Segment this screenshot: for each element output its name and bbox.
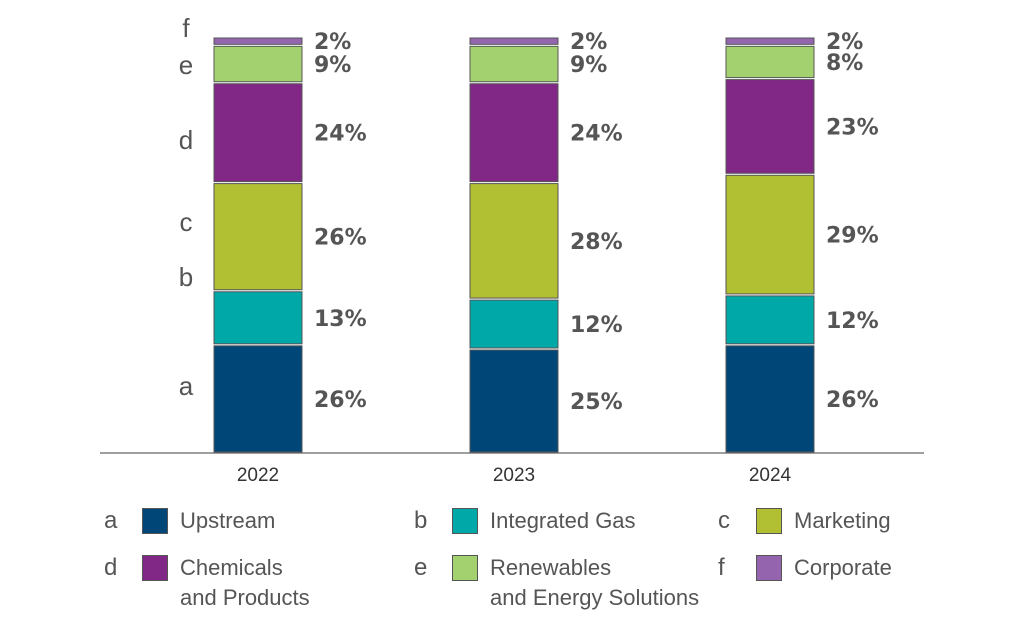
bar-segment bbox=[213, 83, 303, 183]
bar-segment bbox=[469, 83, 559, 183]
value-label: 12% bbox=[570, 313, 623, 338]
value-label: 13% bbox=[314, 307, 367, 332]
value-label: 2% bbox=[826, 30, 863, 55]
bar-segment bbox=[725, 295, 815, 345]
bars bbox=[213, 37, 815, 453]
value-label: 8% bbox=[826, 51, 863, 76]
value-labels: 26%13%26%24%9%2%25%12%28%24%9%2%26%12%29… bbox=[314, 30, 879, 415]
x-tick-labels: 2022 2023 2024 bbox=[237, 465, 792, 486]
bar-segment bbox=[725, 37, 815, 45]
bar-segment bbox=[213, 345, 303, 453]
bar-segment bbox=[725, 345, 815, 453]
bar-segment bbox=[725, 79, 815, 174]
x-tick-label: 2023 bbox=[493, 465, 535, 486]
x-tick-label: 2022 bbox=[237, 465, 279, 486]
value-label: 24% bbox=[570, 122, 623, 147]
bar-segment bbox=[213, 183, 303, 291]
bar-segment bbox=[469, 299, 559, 349]
bar-segment bbox=[469, 183, 559, 299]
segment-letter: e bbox=[179, 50, 193, 80]
value-label: 26% bbox=[314, 226, 367, 251]
value-label: 2% bbox=[570, 30, 607, 55]
segment-letter: c bbox=[180, 207, 193, 237]
value-label: 2% bbox=[314, 30, 351, 55]
value-label: 12% bbox=[826, 309, 879, 334]
x-tick-label: 2024 bbox=[749, 465, 792, 486]
value-label: 9% bbox=[570, 53, 607, 78]
bar-segment bbox=[213, 45, 303, 83]
value-label: 25% bbox=[570, 390, 623, 415]
segment-letters: a bc d ef bbox=[179, 13, 194, 401]
bar-segment bbox=[469, 45, 559, 83]
segment-letter: b bbox=[179, 262, 193, 292]
value-label: 26% bbox=[826, 388, 879, 413]
bar-segment bbox=[213, 37, 303, 45]
value-label: 23% bbox=[826, 115, 879, 140]
value-label: 28% bbox=[570, 230, 623, 255]
bar-segment bbox=[725, 174, 815, 295]
bar-segment bbox=[469, 349, 559, 453]
value-label: 24% bbox=[314, 122, 367, 147]
value-label: 26% bbox=[314, 388, 367, 413]
value-label: 29% bbox=[826, 224, 879, 249]
bar-segment bbox=[725, 45, 815, 79]
value-label: 9% bbox=[314, 53, 351, 78]
bar-segment bbox=[213, 291, 303, 345]
segment-letter: f bbox=[182, 13, 190, 43]
segment-letter: d bbox=[179, 125, 193, 155]
segment-letter: a bbox=[179, 371, 194, 401]
bar-segment bbox=[469, 37, 559, 45]
